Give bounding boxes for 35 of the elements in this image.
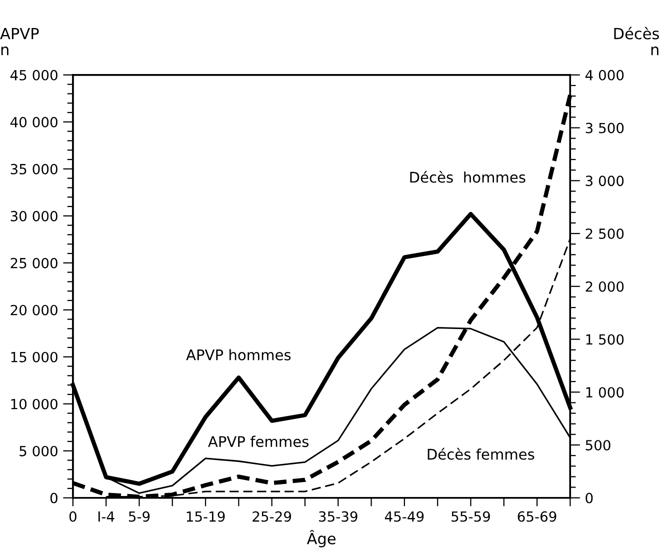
y2-tick-label: 3 000 bbox=[586, 176, 624, 186]
x-axis-title: Âge bbox=[306, 530, 336, 548]
y-tick-label: 25 000 bbox=[10, 258, 58, 268]
series-label: Décès hommes bbox=[410, 170, 526, 183]
x-tick-label: 5-9 bbox=[128, 511, 150, 522]
y2-tick-label: 1 000 bbox=[586, 387, 624, 398]
y2-axis-title: Décès n bbox=[614, 26, 659, 56]
y2-tick-label: 1 500 bbox=[586, 334, 624, 345]
y-tick-label: 0 bbox=[50, 492, 58, 504]
x-tick-label: I-4 bbox=[98, 511, 114, 522]
y-tick-label: 15 000 bbox=[11, 352, 58, 362]
x-tick-label: 55-59 bbox=[452, 511, 490, 522]
y-tick-label: 10 000 bbox=[11, 398, 58, 410]
y-tick-label: 5 000 bbox=[20, 446, 58, 456]
y-tick-label: 30 000 bbox=[10, 210, 58, 222]
x-tick-label: 65-69 bbox=[518, 511, 556, 522]
y2-tick-label: 2 000 bbox=[586, 281, 624, 292]
y2-tick-label: 4 000 bbox=[585, 70, 624, 80]
x-tick-label: 0 bbox=[69, 511, 76, 522]
y-tick-label: 20 000 bbox=[10, 304, 58, 316]
y2-tick-label: 2 500 bbox=[586, 228, 624, 239]
y-axis-title: APVP n bbox=[0, 28, 39, 56]
y2-tick-label: 3 500 bbox=[586, 122, 624, 134]
series-label: Décès femmes bbox=[428, 448, 534, 460]
x-tick-label: 45-49 bbox=[384, 511, 424, 522]
y-tick-label: 35 000 bbox=[10, 164, 58, 174]
y2-tick-label: 0 bbox=[586, 492, 593, 504]
series-label: APVP hommes bbox=[186, 349, 291, 360]
series-label: APVP femmes bbox=[208, 436, 308, 448]
x-tick-label: 15-19 bbox=[186, 511, 225, 522]
y-tick-label: 45 000 bbox=[10, 70, 58, 80]
y2-tick-label: 500 bbox=[586, 440, 610, 450]
y-tick-label: 40 000 bbox=[10, 116, 58, 128]
x-tick-label: 25-29 bbox=[252, 511, 292, 522]
x-tick-label: 35-39 bbox=[319, 511, 358, 522]
